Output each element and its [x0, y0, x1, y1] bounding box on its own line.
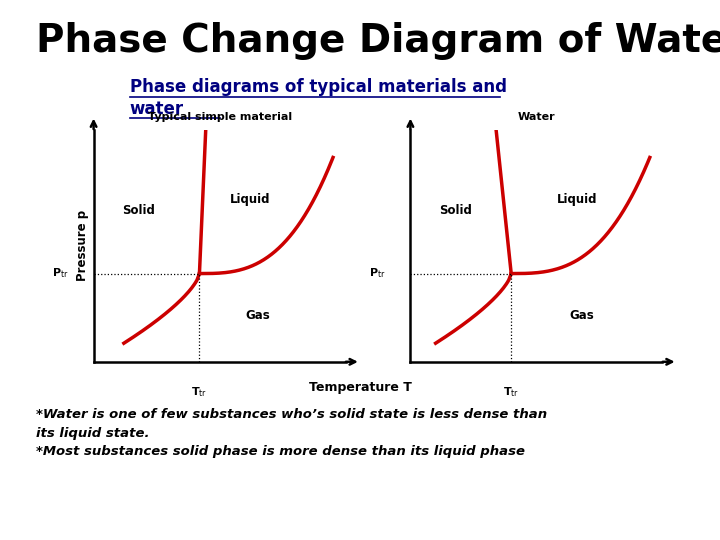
Text: Gas: Gas — [570, 309, 594, 322]
Text: T$_{\rm tr}$: T$_{\rm tr}$ — [503, 385, 519, 399]
Text: P$_{\rm tr}$: P$_{\rm tr}$ — [52, 267, 68, 280]
Text: Water: Water — [518, 111, 555, 122]
Text: its liquid state.: its liquid state. — [36, 427, 150, 440]
Text: *Water is one of few substances who’s solid state is less dense than: *Water is one of few substances who’s so… — [36, 408, 547, 421]
Text: Liquid: Liquid — [557, 193, 597, 206]
Text: Phase Change Diagram of Water: Phase Change Diagram of Water — [36, 22, 720, 59]
Text: Typical simple material: Typical simple material — [148, 111, 292, 122]
Text: Gas: Gas — [245, 309, 270, 322]
Text: Solid: Solid — [439, 204, 472, 218]
Text: Liquid: Liquid — [230, 193, 270, 206]
Y-axis label: Pressure p: Pressure p — [76, 210, 89, 281]
Text: T$_{\rm tr}$: T$_{\rm tr}$ — [192, 385, 207, 399]
Text: P$_{\rm tr}$: P$_{\rm tr}$ — [369, 267, 385, 280]
Text: Phase diagrams of typical materials and: Phase diagrams of typical materials and — [130, 78, 507, 96]
Text: *Most substances solid phase is more dense than its liquid phase: *Most substances solid phase is more den… — [36, 446, 525, 458]
Text: Temperature T: Temperature T — [309, 381, 411, 394]
Text: Solid: Solid — [122, 204, 156, 218]
Text: water: water — [130, 100, 184, 118]
